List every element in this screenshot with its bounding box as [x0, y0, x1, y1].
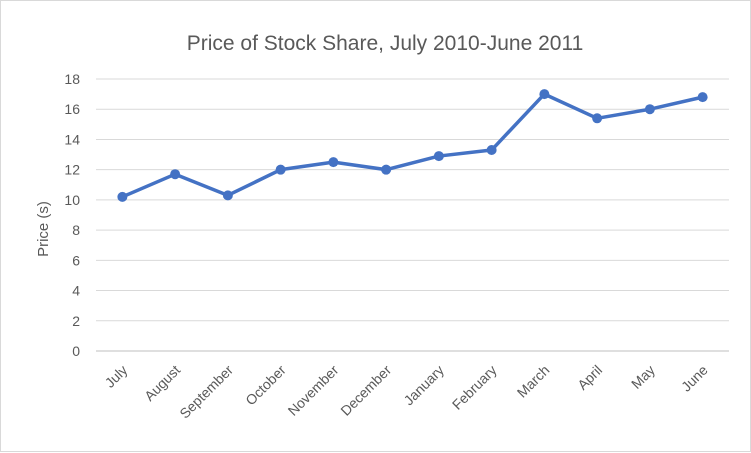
gridlines: [96, 78, 729, 352]
series-group: [117, 89, 708, 202]
data-point-june: [697, 92, 708, 103]
data-point-december: [381, 164, 392, 175]
y-tick-8: 8: [72, 222, 80, 238]
x-tick-november: November: [285, 362, 342, 419]
data-point-july: [117, 191, 128, 202]
x-tick-june: June: [678, 362, 711, 395]
data-point-february: [486, 145, 497, 156]
y-tick-0: 0: [72, 343, 80, 359]
data-point-august: [170, 169, 181, 180]
series-line-0: [120, 92, 705, 199]
y-tick-2: 2: [72, 313, 80, 329]
y-tick-18: 18: [64, 71, 80, 87]
y-tick-10: 10: [64, 192, 80, 208]
data-point-september: [222, 190, 233, 201]
data-point-october: [275, 164, 286, 175]
data-point-may: [644, 104, 655, 115]
y-tick-12: 12: [64, 162, 80, 178]
x-tick-december: December: [337, 362, 394, 419]
y-axis-label: Price (s): [35, 201, 52, 257]
x-tick-october: October: [242, 362, 289, 409]
data-point-november: [328, 157, 339, 168]
y-tick-6: 6: [72, 252, 80, 268]
x-tick-july: July: [102, 362, 131, 391]
x-tick-february: February: [449, 362, 500, 413]
x-tick-may: May: [628, 362, 658, 392]
y-tick-14: 14: [64, 131, 80, 147]
x-tick-august: August: [141, 362, 183, 404]
x-tick-january: January: [400, 362, 447, 409]
x-tick-september: September: [176, 362, 236, 422]
y-tick-labels: 0 2 4 6 8 10 12 14 16 18: [64, 71, 80, 359]
data-point-april: [592, 113, 603, 124]
x-tick-april: April: [574, 362, 605, 393]
chart-title: Price of Stock Share, July 2010-June 201…: [187, 32, 584, 55]
x-tick-march: March: [514, 362, 553, 401]
data-point-march: [539, 89, 550, 100]
data-point-january: [433, 151, 444, 162]
y-tick-16: 16: [64, 101, 80, 117]
y-tick-4: 4: [72, 283, 80, 299]
